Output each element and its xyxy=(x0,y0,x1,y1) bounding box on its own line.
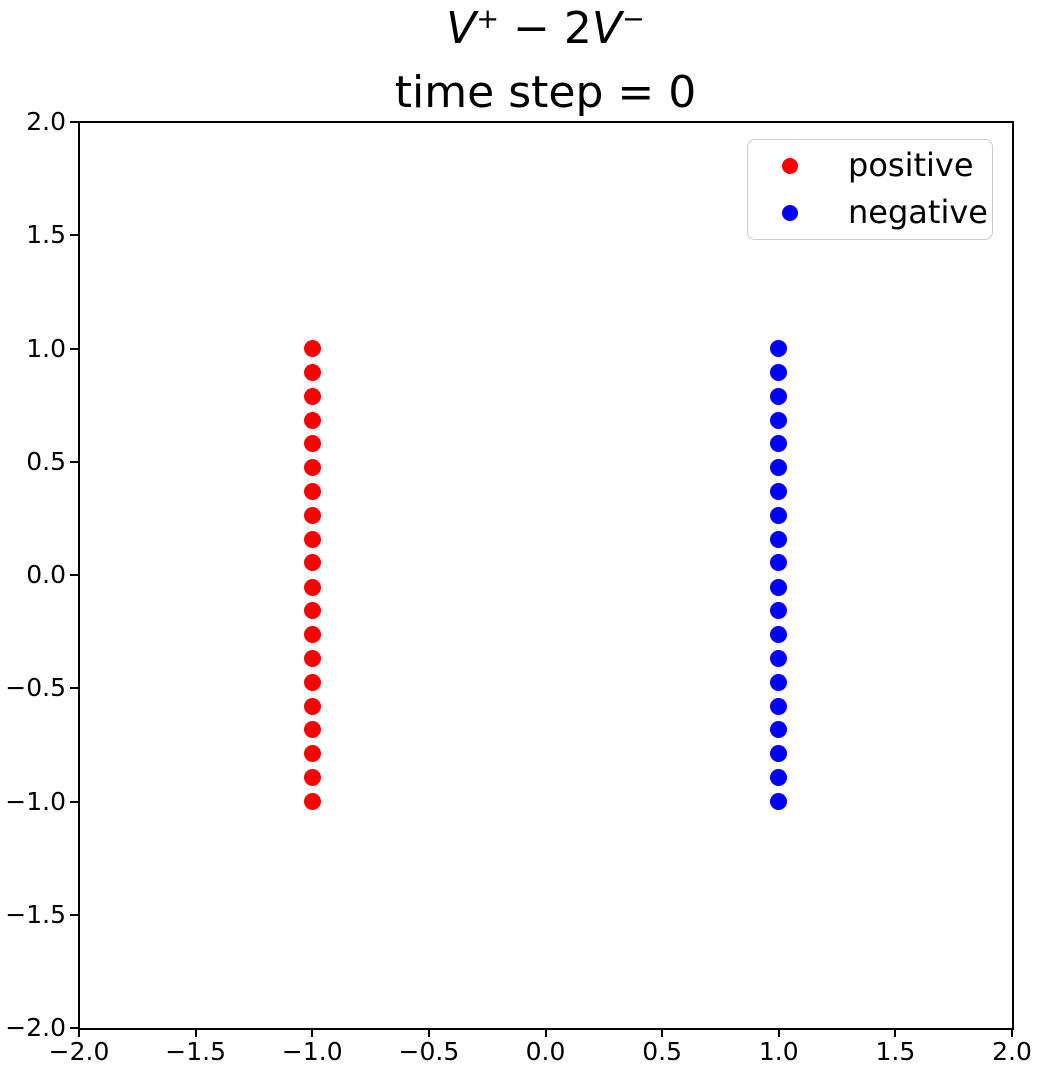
chart-title-line1: V+ − 2V− xyxy=(79,0,1012,64)
scatter-point xyxy=(303,769,321,787)
y-tick-label: 2.0 xyxy=(26,107,66,136)
scatter-point xyxy=(303,697,321,715)
scatter-point xyxy=(770,530,788,548)
scatter-point xyxy=(770,578,788,596)
legend-label-negative: negative xyxy=(848,193,988,231)
y-tick-label: −1.5 xyxy=(5,899,66,929)
scatter-point xyxy=(770,506,788,524)
x-tick-mark xyxy=(78,1029,80,1037)
scatter-point xyxy=(303,340,321,357)
scatter-point xyxy=(303,554,321,572)
scatter-point xyxy=(770,435,788,453)
scatter-point xyxy=(303,745,321,763)
scatter-point xyxy=(770,459,788,477)
title-var-1: V xyxy=(446,3,477,54)
x-tick-mark xyxy=(427,1029,430,1037)
x-tick-mark xyxy=(194,1029,197,1037)
scatter-point xyxy=(303,602,321,620)
y-tick-mark xyxy=(70,347,78,350)
x-tick-label: 1.0 xyxy=(758,1037,799,1066)
x-tick-mark xyxy=(311,1029,314,1037)
scatter-point xyxy=(303,626,321,644)
x-tick-label: −0.5 xyxy=(398,1037,460,1066)
scatter-point xyxy=(303,673,321,691)
x-tick-mark xyxy=(894,1029,897,1037)
legend: positive negative xyxy=(747,139,993,240)
y-tick-mark xyxy=(70,121,78,123)
title-operator: − 2 xyxy=(499,3,592,54)
scatter-point xyxy=(303,721,321,739)
scatter-point xyxy=(303,649,321,667)
y-tick-label: 1.5 xyxy=(26,220,66,250)
scatter-point xyxy=(770,697,788,715)
chart-title-line2: time step = 0 xyxy=(394,67,697,118)
legend-label-positive: positive xyxy=(848,146,974,184)
x-tick-label: −1.0 xyxy=(281,1037,343,1066)
x-tick-label: 2.0 xyxy=(992,1037,1032,1066)
legend-item-positive: positive xyxy=(748,142,992,189)
scatter-point xyxy=(770,340,788,357)
scatter-point xyxy=(770,411,788,429)
positive-marker-icon xyxy=(782,157,798,174)
y-tick-label: −1.0 xyxy=(5,786,66,816)
x-tick-label: 0.5 xyxy=(642,1037,682,1066)
y-tick-label: −2.0 xyxy=(5,1013,66,1042)
y-tick-label: 0.0 xyxy=(26,560,66,589)
scatter-point xyxy=(770,769,788,787)
scatter-point xyxy=(303,793,321,810)
y-tick-label: 1.0 xyxy=(26,333,66,363)
x-tick-mark xyxy=(544,1029,547,1037)
title-superscript-plus: + xyxy=(476,4,500,35)
scatter-point xyxy=(770,363,788,381)
title-superscript-minus: − xyxy=(622,4,645,35)
x-tick-mark xyxy=(1011,1029,1013,1037)
x-tick-mark xyxy=(777,1029,780,1037)
x-tick-label: 0.0 xyxy=(525,1037,566,1066)
y-tick-label: −0.5 xyxy=(5,673,66,703)
y-tick-mark xyxy=(70,1027,78,1029)
scatter-point xyxy=(770,602,788,620)
scatter-point xyxy=(303,483,321,501)
x-tick-label: 1.5 xyxy=(875,1037,916,1066)
scatter-point xyxy=(303,459,321,477)
plot-area xyxy=(78,121,1014,1030)
y-tick-mark xyxy=(70,574,78,576)
y-tick-mark xyxy=(70,913,78,916)
y-tick-mark xyxy=(70,234,78,237)
scatter-point xyxy=(303,435,321,453)
scatter-point xyxy=(303,411,321,429)
y-tick-label: 0.5 xyxy=(26,446,66,476)
scatter-point xyxy=(770,793,788,810)
scatter-point xyxy=(303,506,321,524)
y-tick-mark xyxy=(70,687,78,690)
x-tick-label: −2.0 xyxy=(48,1037,110,1066)
scatter-point xyxy=(770,673,788,691)
scatter-point xyxy=(770,483,788,501)
scatter-point xyxy=(770,721,788,739)
negative-marker-icon xyxy=(782,204,798,221)
scatter-point xyxy=(303,578,321,596)
y-tick-mark xyxy=(70,460,78,463)
scatter-point xyxy=(770,554,788,572)
scatter-point xyxy=(770,626,788,644)
scatter-point xyxy=(303,363,321,381)
scatter-point xyxy=(303,530,321,548)
scatter-point xyxy=(770,387,788,405)
y-tick-mark xyxy=(70,800,78,803)
scatter-point xyxy=(770,745,788,763)
chart-title: V+ − 2V− time step = 0 xyxy=(79,0,1012,122)
title-var-2: V xyxy=(591,3,623,54)
legend-item-negative: negative xyxy=(748,189,992,236)
scatter-point xyxy=(770,649,788,667)
x-tick-mark xyxy=(661,1029,664,1037)
x-tick-label: −1.5 xyxy=(165,1037,226,1066)
scatter-point xyxy=(303,387,321,405)
